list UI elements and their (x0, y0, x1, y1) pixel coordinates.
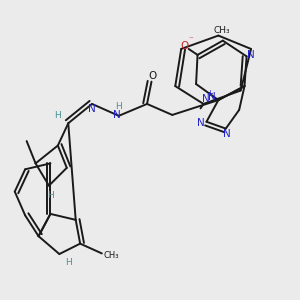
Text: H: H (47, 191, 54, 200)
Text: ⁻: ⁻ (188, 35, 193, 44)
Text: N: N (224, 129, 231, 139)
Text: CH₃: CH₃ (103, 251, 118, 260)
Text: N: N (208, 92, 216, 102)
Text: N: N (247, 50, 255, 60)
Text: H: H (65, 258, 72, 267)
Text: N: N (197, 118, 205, 128)
Text: N: N (113, 110, 121, 120)
Text: H: H (55, 111, 61, 120)
Text: N: N (88, 104, 95, 114)
Text: O: O (180, 41, 188, 51)
Text: +: + (207, 89, 214, 98)
Text: CH₃: CH₃ (213, 26, 230, 35)
Text: N: N (202, 94, 210, 104)
Text: H: H (116, 102, 122, 111)
Text: O: O (149, 71, 157, 81)
